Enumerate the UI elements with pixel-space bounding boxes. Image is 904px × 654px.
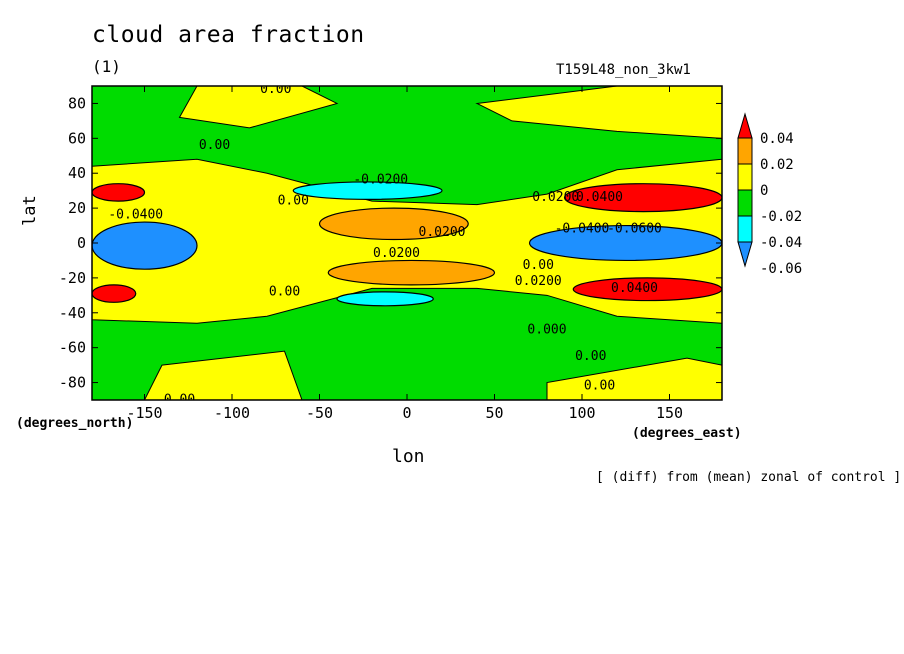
contour-label-5: 0.00 [278,194,309,209]
colorbar-segment-2 [737,189,753,217]
contour-label-12: 0.0200 [515,274,562,289]
colorbar-segment-0 [737,137,753,165]
x-axis-label: lon [392,446,425,467]
y-tick-label-8: 80 [68,94,86,112]
x-tick-label-1: -100 [214,404,250,422]
footnote: [ (diff) from (mean) zonal of control ] [596,470,902,485]
x-tick-label-4: 50 [485,404,503,422]
y-tick-label-4: 0 [77,234,86,252]
x-tick-label-3: 0 [402,404,411,422]
y-tick-label-7: 60 [68,129,86,147]
run-name: T159L48_non_3kw1 [556,62,691,78]
x-tick-label-2: -50 [306,404,333,422]
y-tick-label-0: -80 [59,374,86,392]
colorbar-label-2: 0 [760,183,768,199]
contour-label-15: 0.000 [527,323,566,338]
colorbar-label-1: 0.02 [760,157,794,173]
chart-title: cloud area fraction [92,22,365,48]
axes-group: -150 -100 -50 0 50 100 150 -80 -60 -40 -20 0 20 40 60 8… [59,86,722,422]
contour-label-13: 0.0400 [611,281,658,296]
y-tick-label-1: -60 [59,339,86,357]
contour-region-0 [92,183,146,202]
contour-region-1 [92,284,137,303]
contour-label-9: -0.0600 [607,222,662,237]
colorbar-segment-3 [737,215,753,243]
colorbar-label-3: -0.02 [760,209,802,225]
colorbar: 0.04 0.02 0 -0.02 -0.04 -0.06 [737,112,802,277]
contour-label-3: 0.0200 [532,190,579,205]
contour-label-8: -0.0400 [555,222,610,237]
contour-label-16: 0.00 [575,349,606,364]
contour-region-2 [92,221,198,270]
contour-region-5 [563,183,722,213]
contour-region-7 [528,224,722,262]
yellow-band-3 [143,350,303,400]
y-axis-units: (degrees_north) [16,416,134,431]
x-tick-label-0: -150 [126,404,162,422]
contour-label-6: -0.0400 [108,208,163,223]
colorbar-segment-1 [737,163,753,191]
y-tick-label-5: 20 [68,199,86,217]
yellow-band-1 [178,86,339,129]
y-tick-label-2: -40 [59,304,86,322]
contour-region-6 [572,277,722,302]
contour-label-7: 0.0200 [419,225,466,240]
colorbar-extend-low [737,241,753,268]
plot-area: 0.000.00-0.02000.02000.04000.00-0.04000.… [92,82,722,408]
x-axis-units: (degrees_east) [632,426,742,441]
contour-region-9 [336,291,434,307]
contour-region-8 [292,181,443,200]
contour-label-2: -0.0200 [353,173,408,188]
contour-label-1: 0.00 [199,138,230,153]
chart-subtitle: (1) [92,57,121,76]
contour-region-4 [327,259,496,286]
contour-label-14: 0.00 [269,284,300,299]
x-tick-label-5: 100 [568,404,595,422]
yellow-band-4 [546,357,722,400]
contour-label-10: 0.0200 [373,246,420,261]
x-tick-label-6: 150 [656,404,683,422]
contour-label-4: 0.0400 [576,190,623,205]
y-tick-label-6: 40 [68,164,86,182]
contour-label-18: 0.00 [164,393,195,408]
colorbar-extend-high [737,112,753,139]
colorbar-label-4: -0.04 [760,235,802,251]
contour-label-17: 0.00 [584,379,615,394]
y-tick-label-3: -20 [59,269,86,287]
colorbar-label-0: 0.04 [760,131,794,147]
contour-label-0: 0.00 [260,82,291,97]
contour-label-11: 0.00 [523,258,554,273]
yellow-band-2 [475,86,722,139]
colorbar-label-5: -0.06 [760,261,802,277]
contour-region-3 [318,207,469,241]
